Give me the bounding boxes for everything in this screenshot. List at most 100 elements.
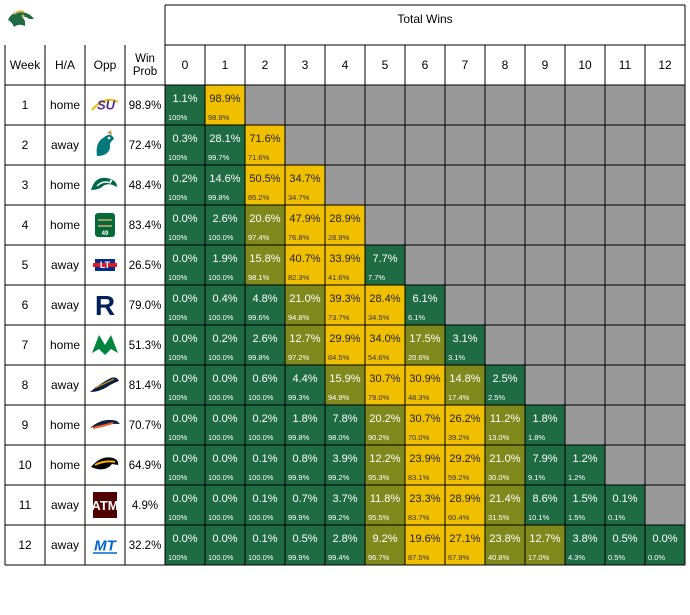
prob-cell [205, 205, 245, 245]
prob-cell-cumulative: 83.7% [408, 513, 430, 522]
home-away: away [51, 258, 79, 272]
prob-cell-value: 14.8% [449, 373, 480, 385]
prob-cell-value: 28.9% [449, 493, 480, 505]
utsa-roadrunner-logo [90, 419, 120, 429]
prob-cell-empty [485, 325, 525, 365]
prob-cell-empty [285, 85, 325, 125]
prob-cell [325, 485, 365, 525]
home-away: home [50, 178, 80, 192]
prob-cell-empty [445, 165, 485, 205]
prob-cell-value: 0.1% [252, 493, 277, 505]
prob-cell-value: 29.9% [329, 333, 360, 345]
wins-column-header: 11 [619, 58, 632, 72]
home-away: away [51, 538, 79, 552]
prob-cell-value: 98.9% [209, 93, 240, 105]
prob-cell-empty [565, 405, 605, 445]
rice-owls-r-logo: R [95, 290, 115, 321]
prob-cell [245, 125, 285, 165]
prob-cell-value: 11.2% [490, 413, 521, 425]
home-away: home [50, 458, 80, 472]
home-away: away [51, 138, 79, 152]
prob-cell-value: 71.6% [249, 133, 280, 145]
prob-cell [365, 325, 405, 365]
prob-cell [245, 285, 285, 325]
home-away: home [50, 338, 80, 352]
prob-cell [285, 285, 325, 325]
prob-cell [565, 525, 605, 565]
prob-cell-empty [645, 365, 685, 405]
prob-cell-value: 30.9% [409, 373, 440, 385]
prob-cell-value: 0.0% [212, 373, 237, 385]
prob-cell-empty [645, 405, 685, 445]
prob-cell-value: 0.5% [292, 533, 317, 545]
prob-cell-empty [645, 445, 685, 485]
prob-cell-cumulative: 98.1% [248, 273, 270, 282]
prob-cell-cumulative: 94.9% [328, 393, 350, 402]
prob-cell-empty [525, 165, 565, 205]
prob-cell-value: 4.8% [252, 293, 277, 305]
prob-cell-value: 0.0% [652, 533, 677, 545]
win-probability: 72.4% [129, 140, 162, 152]
prob-cell [405, 325, 445, 365]
prob-cell-value: 2.8% [332, 533, 357, 545]
week-number: 7 [22, 338, 29, 352]
prob-cell-value: 0.0% [172, 293, 197, 305]
prob-cell-cumulative: 99.2% [328, 513, 350, 522]
win-probability: 26.5% [129, 260, 162, 272]
prob-cell-empty [645, 245, 685, 285]
prob-cell [245, 485, 285, 525]
wins-column-header: 4 [342, 58, 349, 72]
prob-cell-value: 2.5% [492, 373, 517, 385]
prob-cell-empty [525, 205, 565, 245]
prob-cell [645, 525, 685, 565]
prob-cell [325, 405, 365, 445]
week-number: 2 [22, 138, 29, 152]
prob-cell-cumulative: 99.8% [208, 193, 230, 202]
prob-cell-value: 2.6% [252, 333, 277, 345]
prob-cell-cumulative: 90.2% [368, 433, 390, 442]
ha-header: H/A [55, 58, 75, 72]
svg-text:49: 49 [102, 231, 109, 237]
prob-cell-cumulative: 100.0% [248, 513, 274, 522]
prob-cell-value: 0.0% [172, 333, 197, 345]
prob-cell-empty [565, 85, 605, 125]
prob-cell-value: 7.9% [532, 453, 557, 465]
prob-cell [205, 285, 245, 325]
prob-cell-value: 19.6% [409, 533, 440, 545]
prob-cell-cumulative: 34.7% [288, 193, 310, 202]
prob-cell [165, 245, 205, 285]
coastal-carolina-chanticleer-logo [96, 130, 114, 156]
prob-cell-value: 7.8% [332, 413, 357, 425]
prob-cell [405, 285, 445, 325]
prob-cell-cumulative: 100.0% [248, 473, 274, 482]
prob-cell-value: 1.5% [572, 493, 597, 505]
prob-cell [165, 485, 205, 525]
prob-cell-cumulative: 34.5% [368, 313, 390, 322]
prob-cell [325, 325, 365, 365]
prob-cell-value: 21.0% [289, 293, 320, 305]
prob-cell-cumulative: 97.4% [248, 233, 270, 242]
svg-text:LT: LT [100, 260, 111, 270]
prob-cell-value: 0.4% [212, 293, 237, 305]
week-number: 8 [22, 378, 29, 392]
prob-cell-value: 0.3% [172, 133, 197, 145]
prob-cell [445, 325, 485, 365]
prob-cell-empty [365, 205, 405, 245]
prob-cell [525, 445, 565, 485]
prob-cell-value: 50.5% [249, 173, 280, 185]
prob-cell [405, 405, 445, 445]
prob-cell [285, 445, 325, 485]
prob-cell-value: 23.3% [409, 493, 440, 505]
prob-cell-cumulative: 100% [168, 233, 188, 242]
total-wins-label: Total Wins [397, 12, 452, 26]
prob-cell-value: 0.1% [612, 493, 637, 505]
prob-cell-empty [325, 85, 365, 125]
week-number: 10 [18, 458, 32, 472]
prob-cell [285, 245, 325, 285]
prob-cell-value: 0.1% [252, 533, 277, 545]
prob-cell [165, 365, 205, 405]
prob-cell-value: 0.2% [212, 333, 237, 345]
prob-cell-value: 47.9% [289, 213, 320, 225]
prob-cell [605, 525, 645, 565]
prob-cell [405, 445, 445, 485]
